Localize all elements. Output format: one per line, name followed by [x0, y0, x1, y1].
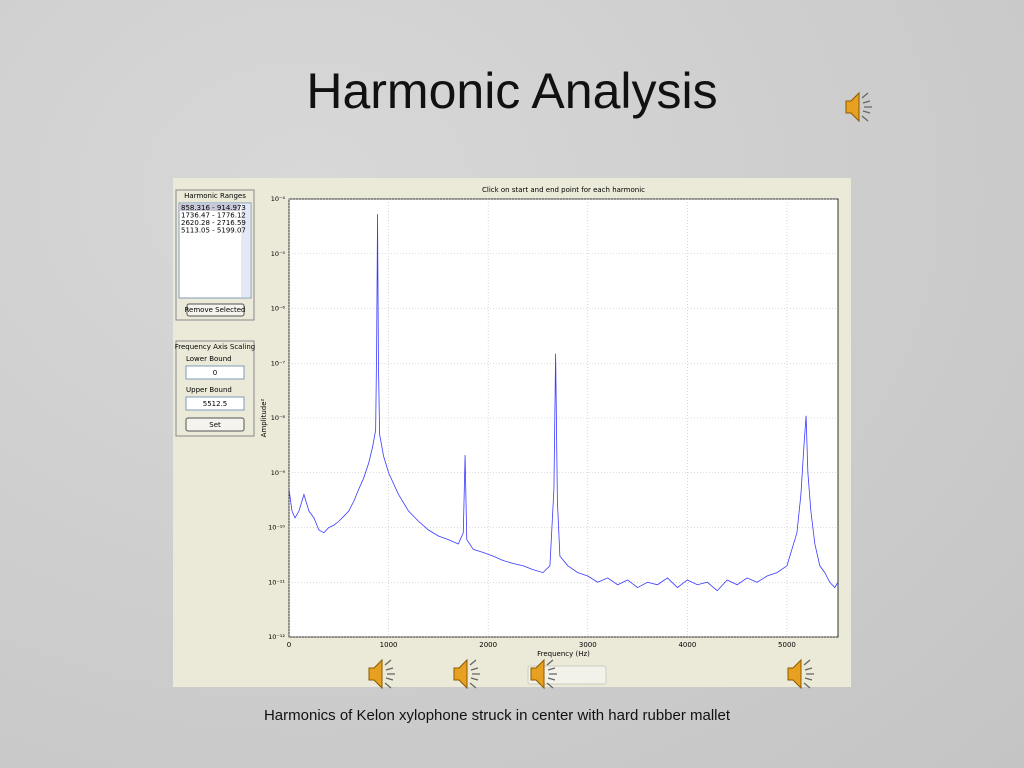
x-tick-label: 4000: [678, 641, 696, 649]
x-tick-label: 0: [287, 641, 291, 649]
field-value: 5512.5: [203, 400, 228, 408]
y-tick-label: 10⁻⁷: [271, 359, 286, 367]
x-tick-label: 1000: [380, 641, 398, 649]
y-tick-label: 10⁻¹²: [268, 633, 285, 641]
sound-icon[interactable]: [845, 92, 873, 122]
y-tick-label: 10⁻⁵: [271, 250, 286, 258]
plot-area: [288, 198, 839, 638]
chart-title: Click on start and end point for each ha…: [482, 186, 645, 194]
x-tick-label: 5000: [778, 641, 796, 649]
y-tick-label: 10⁻¹¹: [268, 578, 285, 586]
x-tick-label: 3000: [579, 641, 597, 649]
list-item: 5113.05 - 5199.07: [181, 227, 246, 235]
spectrum-line: [288, 214, 839, 592]
y-tick-label: 10⁻¹⁰: [268, 524, 285, 532]
list-item: 2620.28 - 2716.59: [181, 219, 246, 227]
list-item: 858.316 - 914.973: [181, 204, 246, 212]
field-label: Lower Bound: [186, 355, 232, 363]
button-label: Set: [209, 421, 221, 429]
listbox[interactable]: [178, 202, 252, 299]
panel-title: Harmonic Ranges: [184, 192, 246, 200]
set-button[interactable]: [185, 417, 245, 432]
panel-frame: [175, 189, 255, 321]
selected-row: [180, 204, 240, 211]
slide-caption: Harmonics of Kelon xylophone struck in c…: [263, 707, 731, 724]
y-tick-label: 10⁻⁶: [271, 305, 286, 313]
scrollbar[interactable]: [241, 204, 250, 297]
done-button[interactable]: [527, 665, 607, 685]
x-axis-label: Frequency (Hz): [537, 650, 590, 658]
button-label: Remove Selected: [185, 306, 246, 314]
remove-button[interactable]: [186, 303, 245, 317]
y-tick-label: 10⁻⁴: [271, 195, 286, 203]
field-value: 0: [213, 369, 217, 377]
panel-title: Frequency Axis Scaling: [175, 343, 256, 351]
list-item: 1736.47 - 1776.12: [181, 212, 246, 220]
y-tick-label: 10⁻⁸: [271, 414, 286, 422]
lower-input[interactable]: [185, 365, 245, 380]
x-tick-label: 2000: [479, 641, 497, 649]
slide-title: Harmonic Analysis: [306, 63, 718, 119]
field-label: Upper Bound: [186, 386, 232, 394]
upper-input[interactable]: [185, 396, 245, 411]
y-tick-label: 10⁻⁹: [271, 469, 286, 477]
y-axis-label: Amplitude²: [260, 398, 268, 437]
panel-frame: [175, 340, 255, 437]
